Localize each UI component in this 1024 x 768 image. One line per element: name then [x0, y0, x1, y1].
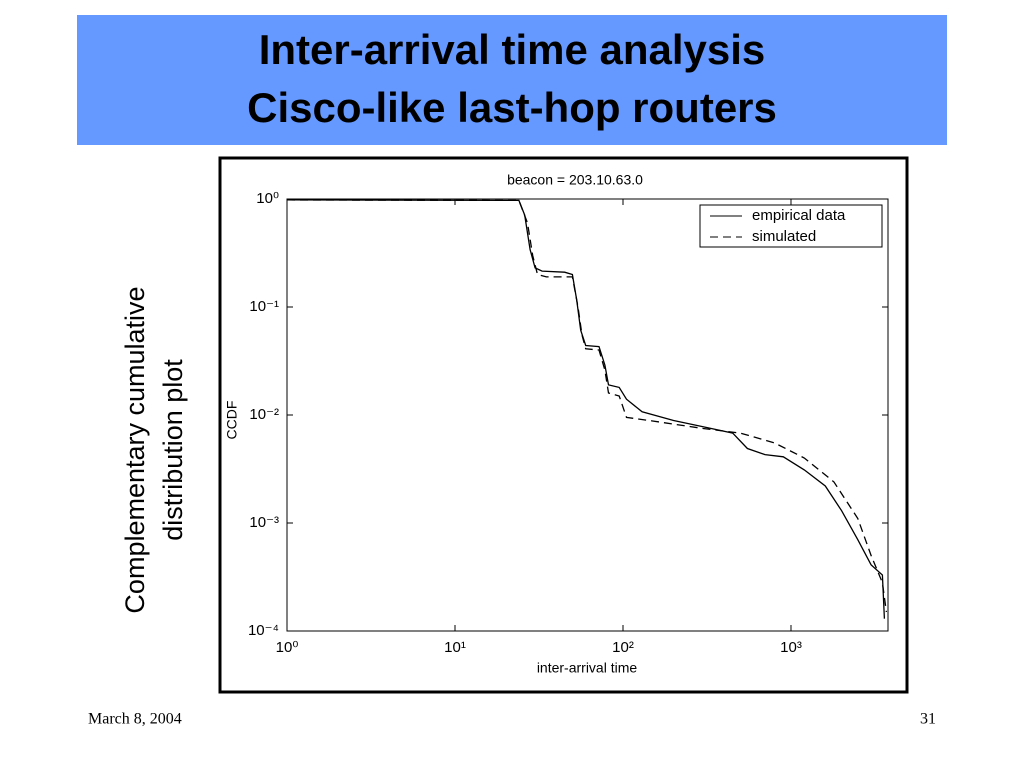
x-tick-label: 10²	[612, 639, 634, 656]
legend-label: empirical data	[752, 207, 846, 224]
legend-label: simulated	[752, 228, 816, 245]
footer-date: March 8, 2004	[88, 711, 182, 728]
x-tick-label: 10⁰	[276, 639, 299, 656]
y-tick-label: 10⁻³	[249, 514, 279, 531]
slide-title: Inter-arrival time analysis	[259, 26, 766, 73]
side-label-line: distribution plot	[158, 359, 188, 541]
chart-title: beacon = 203.10.63.0	[507, 172, 643, 188]
x-tick-label: 10¹	[444, 639, 466, 656]
y-tick-label: 10⁻¹	[249, 298, 279, 315]
side-label: Complementary cumulative distribution pl…	[120, 286, 188, 613]
y-tick-label: 10⁻²	[249, 406, 279, 423]
x-axis-label: inter-arrival time	[537, 660, 638, 676]
page-number: 31	[920, 711, 936, 728]
x-tick-label: 10³	[780, 639, 802, 656]
y-tick-label: 10⁰	[256, 190, 279, 207]
legend-box	[699, 204, 883, 248]
slide-title: Cisco-like last-hop routers	[247, 84, 777, 131]
title-band	[77, 15, 947, 145]
data-line	[286, 199, 888, 613]
y-axis-label: CCDF	[224, 401, 240, 440]
y-tick-label: 10⁻⁴	[248, 622, 279, 639]
data-line	[286, 199, 886, 619]
side-label-line: Complementary cumulative	[120, 286, 150, 613]
